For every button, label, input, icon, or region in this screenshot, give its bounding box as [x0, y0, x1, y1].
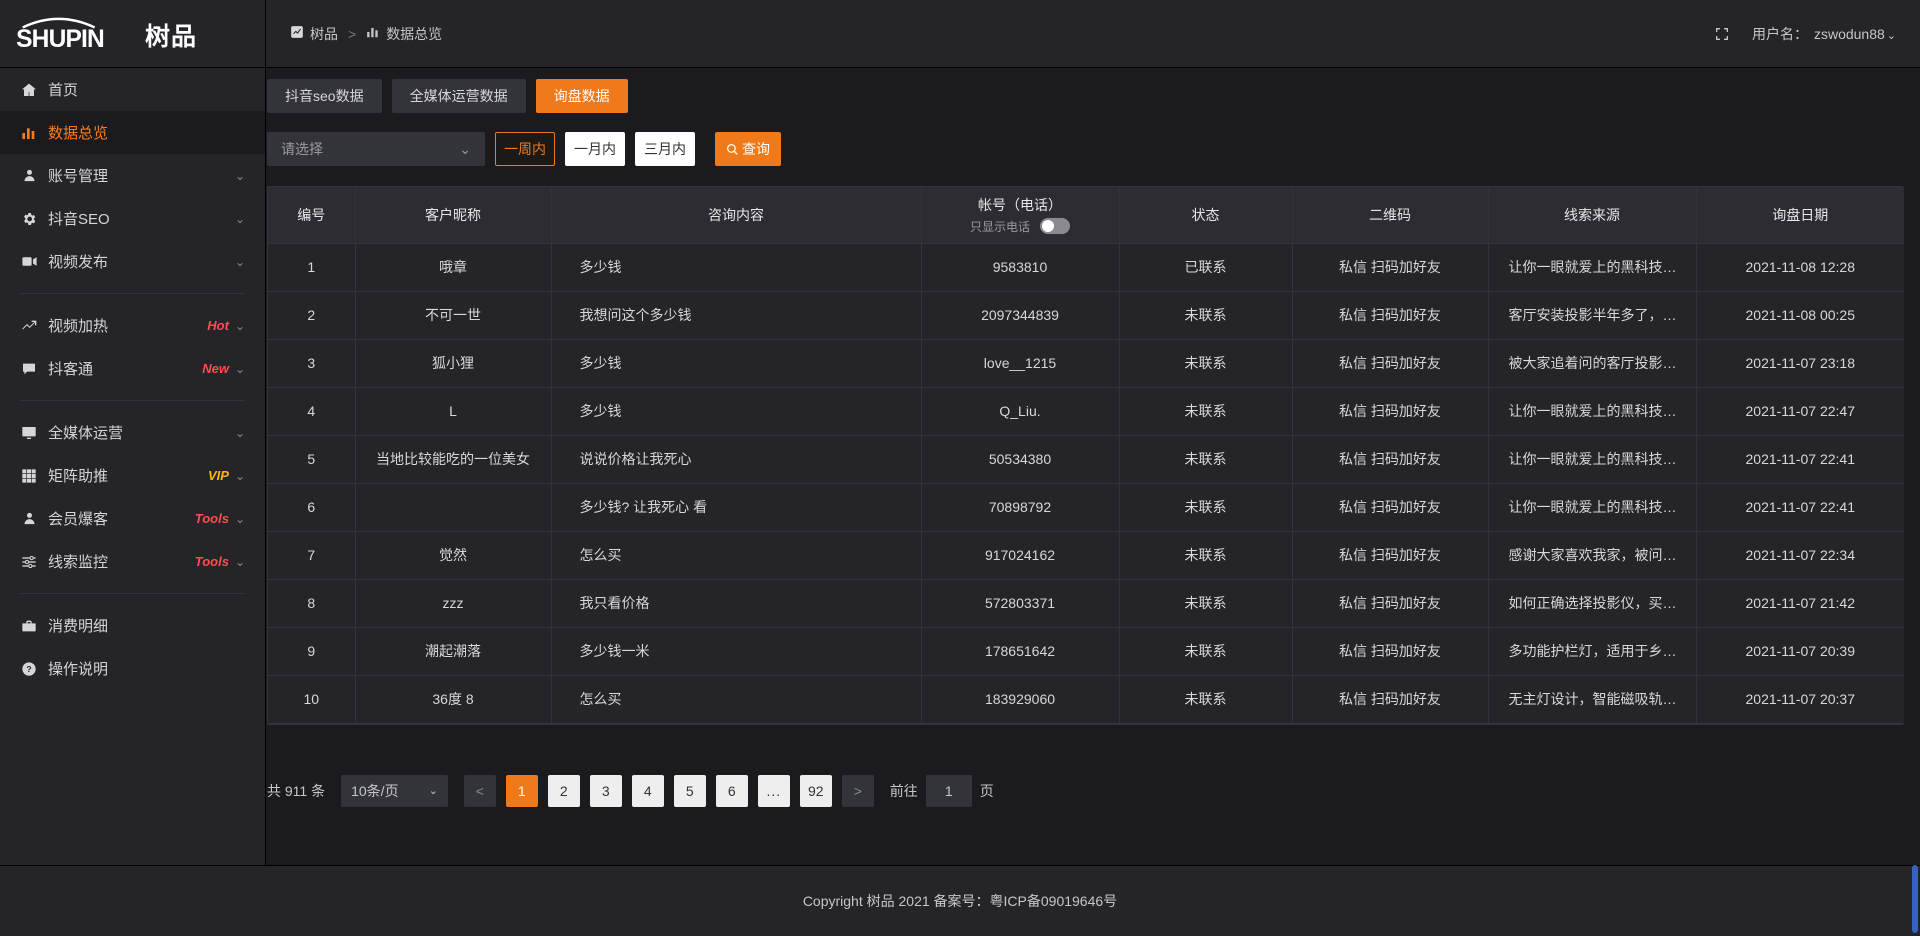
svg-text:?: ?	[26, 664, 31, 674]
svg-text:SHUPIN: SHUPIN	[16, 26, 104, 52]
